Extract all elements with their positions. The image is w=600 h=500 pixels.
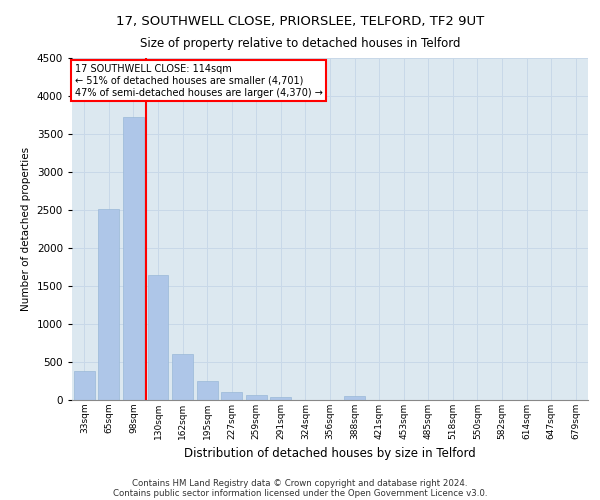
Bar [148,275,169,400]
Bar [246,396,267,400]
Text: Contains HM Land Registry data © Crown copyright and database right 2024.: Contains HM Land Registry data © Crown c… [132,478,468,488]
Bar [344,396,365,400]
Bar [197,382,218,400]
Text: Contains public sector information licensed under the Open Government Licence v3: Contains public sector information licen… [113,488,487,498]
Bar [221,392,242,400]
Bar [172,354,193,400]
X-axis label: Distribution of detached houses by size in Telford: Distribution of detached houses by size … [184,448,476,460]
Bar [271,396,292,400]
Bar [74,371,95,400]
Text: Size of property relative to detached houses in Telford: Size of property relative to detached ho… [140,38,460,51]
Text: 17 SOUTHWELL CLOSE: 114sqm
← 51% of detached houses are smaller (4,701)
47% of s: 17 SOUTHWELL CLOSE: 114sqm ← 51% of deta… [74,64,322,98]
Y-axis label: Number of detached properties: Number of detached properties [21,146,31,311]
Bar [98,209,119,400]
Bar [123,117,144,400]
Text: 17, SOUTHWELL CLOSE, PRIORSLEE, TELFORD, TF2 9UT: 17, SOUTHWELL CLOSE, PRIORSLEE, TELFORD,… [116,15,484,28]
